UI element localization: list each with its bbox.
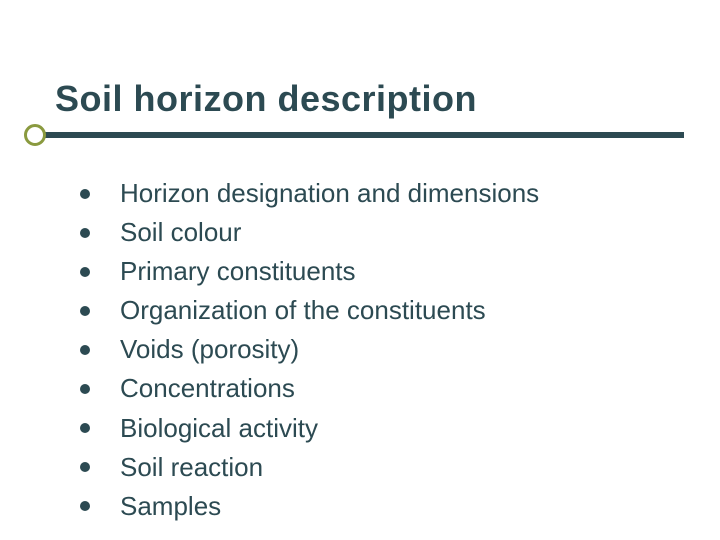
list-item-text: Primary constituents bbox=[120, 254, 356, 289]
bullet-icon bbox=[80, 501, 90, 511]
list-item-text: Samples bbox=[120, 489, 221, 524]
list-item-text: Biological activity bbox=[120, 411, 318, 446]
list-item: Horizon designation and dimensions bbox=[80, 176, 720, 211]
slide: Soil horizon description Horizon designa… bbox=[0, 0, 720, 540]
slide-title: Soil horizon description bbox=[0, 78, 720, 126]
bullet-icon bbox=[80, 384, 90, 394]
list-item-text: Voids (porosity) bbox=[120, 332, 299, 367]
title-underline bbox=[0, 128, 720, 142]
bullet-icon bbox=[80, 189, 90, 199]
content-area: Horizon designation and dimensions Soil … bbox=[0, 142, 720, 524]
bullet-icon bbox=[80, 462, 90, 472]
bullet-list: Horizon designation and dimensions Soil … bbox=[80, 176, 720, 524]
bullet-icon bbox=[80, 267, 90, 277]
bullet-icon bbox=[80, 423, 90, 433]
bullet-icon bbox=[80, 306, 90, 316]
accent-bar bbox=[36, 132, 684, 138]
bullet-icon bbox=[80, 345, 90, 355]
list-item: Samples bbox=[80, 489, 720, 524]
bullet-icon bbox=[80, 228, 90, 238]
list-item: Concentrations bbox=[80, 371, 720, 406]
list-item: Voids (porosity) bbox=[80, 332, 720, 367]
list-item-text: Concentrations bbox=[120, 371, 295, 406]
list-item: Soil colour bbox=[80, 215, 720, 250]
list-item: Organization of the constituents bbox=[80, 293, 720, 328]
list-item: Soil reaction bbox=[80, 450, 720, 485]
list-item-text: Horizon designation and dimensions bbox=[120, 176, 539, 211]
list-item-text: Soil reaction bbox=[120, 450, 263, 485]
accent-circle-icon bbox=[24, 124, 46, 146]
list-item-text: Organization of the constituents bbox=[120, 293, 486, 328]
list-item-text: Soil colour bbox=[120, 215, 241, 250]
list-item: Biological activity bbox=[80, 411, 720, 446]
list-item: Primary constituents bbox=[80, 254, 720, 289]
